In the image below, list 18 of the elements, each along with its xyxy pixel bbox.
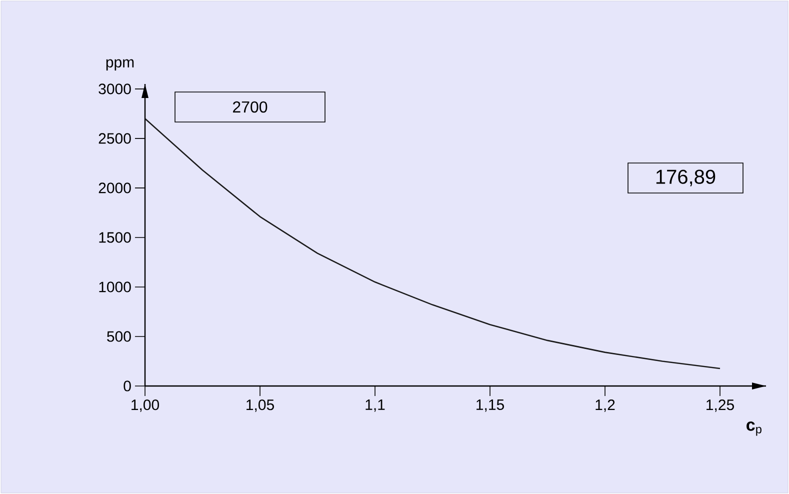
x-tick-label: 1,15 [476,400,504,412]
x-tick-label: 1,05 [246,400,274,412]
x-tick-label: 1,25 [706,400,734,412]
x-tick-label: 1,00 [132,400,160,412]
y-tick-label: 1500 [99,232,131,243]
y-axis-title: ppm [106,59,134,70]
x-axis-title: c$_{p}$ [746,422,762,436]
annotation: 176,89 [656,170,716,186]
annotation: 2700 [233,101,268,113]
x-tick-label: 1,1 [366,400,385,412]
y-tick-label: 1000 [99,282,131,292]
y-tick-label: 2500 [98,133,131,144]
x-tick-label: 1,2 [596,400,615,412]
y-tick-label: 2000 [98,182,131,194]
y-tick-label: 500 [107,331,131,342]
y-tick-label: 3000 [98,84,131,94]
y-tick-label: 0 [124,380,131,392]
line-series [145,118,721,370]
